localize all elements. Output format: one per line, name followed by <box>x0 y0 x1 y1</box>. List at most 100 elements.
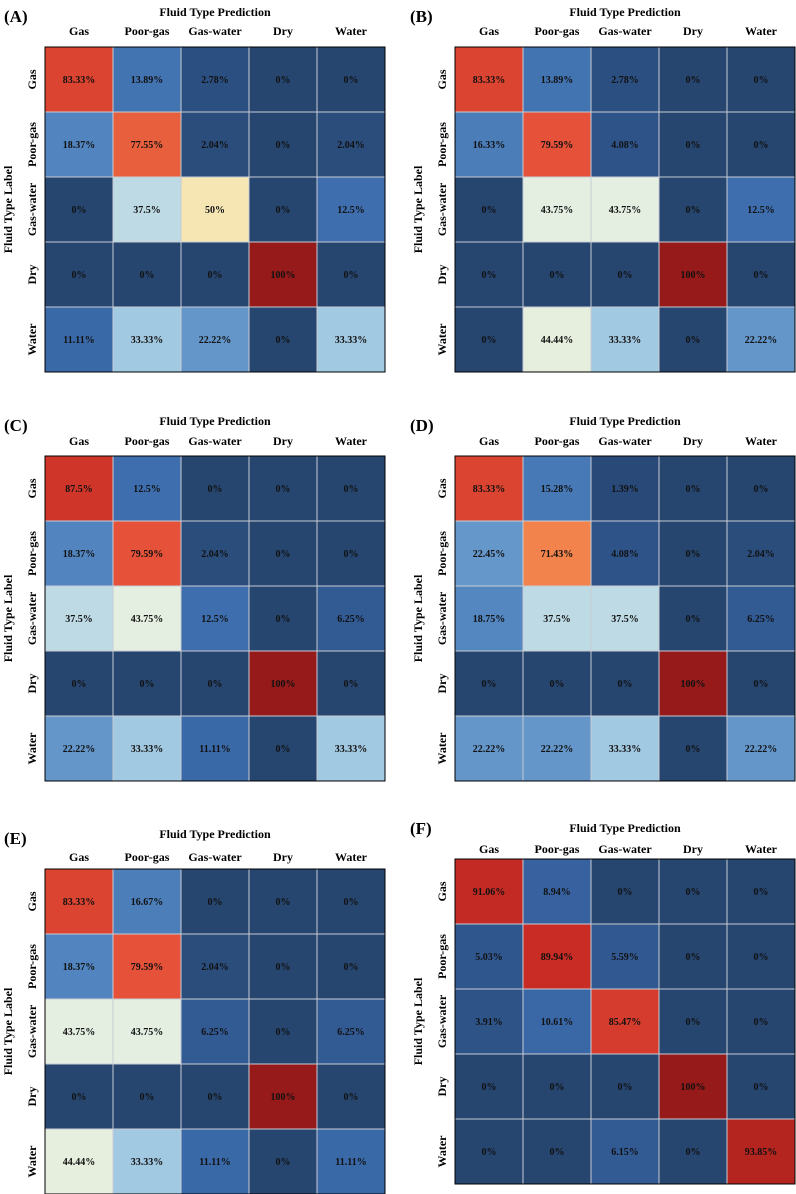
cell-value: 11.11% <box>199 744 230 755</box>
heatmap-cell <box>180 1063 250 1130</box>
y-axis-title: Fluid Type Label <box>1 574 15 662</box>
x-tick-label: Poor-gas <box>125 434 170 448</box>
cell-value: 83.33% <box>63 75 96 86</box>
x-tick-label: Water <box>335 24 368 38</box>
heatmap-cell <box>726 650 796 717</box>
cell-value: 0% <box>686 887 701 898</box>
cell-value: 33.33% <box>609 335 642 346</box>
heatmap-cell <box>726 46 796 113</box>
cell-value: 77.55% <box>131 140 164 151</box>
cell-value: 15.28% <box>541 484 574 495</box>
heatmap-cell <box>658 1118 728 1185</box>
heatmap-cell <box>590 306 660 373</box>
cell-value: 0% <box>344 962 359 973</box>
cell-value: 2.04% <box>747 549 775 560</box>
x-tick-label: Poor-gas <box>125 850 170 864</box>
heatmap-cell <box>726 176 796 243</box>
heatmap-cell <box>112 998 182 1065</box>
chart-title: Fluid Type Prediction <box>569 821 681 835</box>
cell-value: 43.75% <box>131 1027 164 1038</box>
y-tick-label: Water <box>435 323 449 356</box>
x-tick-label: Dry <box>273 434 293 448</box>
y-axis-title: Fluid Type Label <box>1 987 15 1075</box>
panel-c: (C) Fluid Type Prediction Gas Poor-gas Gas-w… <box>1 414 386 782</box>
cell-value: 0% <box>208 897 223 908</box>
x-tick-label: Dry <box>683 842 703 856</box>
heatmap-cell <box>248 455 318 522</box>
matrix-frame <box>44 455 386 782</box>
panel-label: (B) <box>410 7 433 26</box>
chart-title: Fluid Type Prediction <box>159 827 271 841</box>
heatmap-cell <box>44 998 114 1065</box>
cell-value: 16.67% <box>131 897 164 908</box>
heatmap-cell <box>454 1118 524 1185</box>
cell-value: 11.11% <box>63 335 94 346</box>
cell-value: 0% <box>344 549 359 560</box>
heatmap-cell <box>658 923 728 990</box>
heatmap-cell <box>112 520 182 587</box>
cell-value: 0% <box>482 205 497 216</box>
y-tick-label: Gas-water <box>25 591 39 645</box>
cell-value: 12.5% <box>337 205 365 216</box>
cell-value: 6.25% <box>337 614 365 625</box>
heatmap-cell <box>522 46 592 113</box>
cell-value: 0% <box>344 75 359 86</box>
cell-value: 0% <box>140 1092 155 1103</box>
cell-value: 16.33% <box>473 140 506 151</box>
heatmap-cell <box>454 1053 524 1120</box>
cell-value: 0% <box>686 140 701 151</box>
y-tick-label: Dry <box>435 674 449 694</box>
cell-value: 33.33% <box>335 744 368 755</box>
cell-value: 37.5% <box>133 205 161 216</box>
cell-value: 100% <box>681 679 706 690</box>
y-tick-label: Gas-water <box>25 1004 39 1058</box>
cell-value: 18.37% <box>63 140 96 151</box>
cell-value: 0% <box>550 270 565 281</box>
heatmap-cell <box>658 1053 728 1120</box>
y-tick-label: Water <box>435 1135 449 1168</box>
cell-value: 0% <box>482 1147 497 1158</box>
heatmap-cell <box>44 46 114 113</box>
heatmap-cell <box>522 988 592 1055</box>
y-tick-label: Water <box>25 732 39 765</box>
cell-value: 0% <box>344 1092 359 1103</box>
heatmap-cell <box>112 46 182 113</box>
heatmap-cell <box>112 306 182 373</box>
cell-value: 3.91% <box>475 1017 503 1028</box>
x-tick-label: Gas <box>479 434 499 448</box>
y-tick-label: Dry <box>25 265 39 285</box>
heatmap-cell <box>180 111 250 178</box>
heatmap-cell <box>658 650 728 717</box>
y-tick-label: Dry <box>435 265 449 285</box>
x-tick-label: Gas-water <box>598 842 652 856</box>
cell-value: 22.22% <box>745 744 778 755</box>
cell-value: 0% <box>208 270 223 281</box>
cell-value: 100% <box>681 270 706 281</box>
cell-value: 0% <box>72 1092 87 1103</box>
heatmap-cell <box>658 858 728 925</box>
cell-value: 0% <box>686 205 701 216</box>
cell-value: 50% <box>205 205 225 216</box>
cell-value: 0% <box>276 549 291 560</box>
cell-value: 8.94% <box>543 887 571 898</box>
cell-value: 13.89% <box>541 75 574 86</box>
heatmap-cell <box>726 1053 796 1120</box>
y-tick-label: Poor-gas <box>25 944 39 989</box>
heatmap-cell <box>180 585 250 652</box>
heatmap-cell <box>112 933 182 1000</box>
cell-value: 0% <box>276 897 291 908</box>
cell-value: 83.33% <box>473 484 506 495</box>
cell-value: 100% <box>271 679 296 690</box>
cell-value: 0% <box>686 744 701 755</box>
heatmap-cell <box>316 585 386 652</box>
cell-value: 6.15% <box>611 1147 639 1158</box>
cell-value: 22.22% <box>199 335 232 346</box>
heatmap-cell <box>180 933 250 1000</box>
heatmap-cell <box>180 306 250 373</box>
heatmap-cell <box>180 998 250 1065</box>
cell-value: 0% <box>482 335 497 346</box>
x-tick-label: Gas <box>479 24 499 38</box>
y-tick-label: Gas-water <box>25 182 39 236</box>
cell-value: 6.25% <box>201 1027 229 1038</box>
y-tick-label: Gas-water <box>435 591 449 645</box>
